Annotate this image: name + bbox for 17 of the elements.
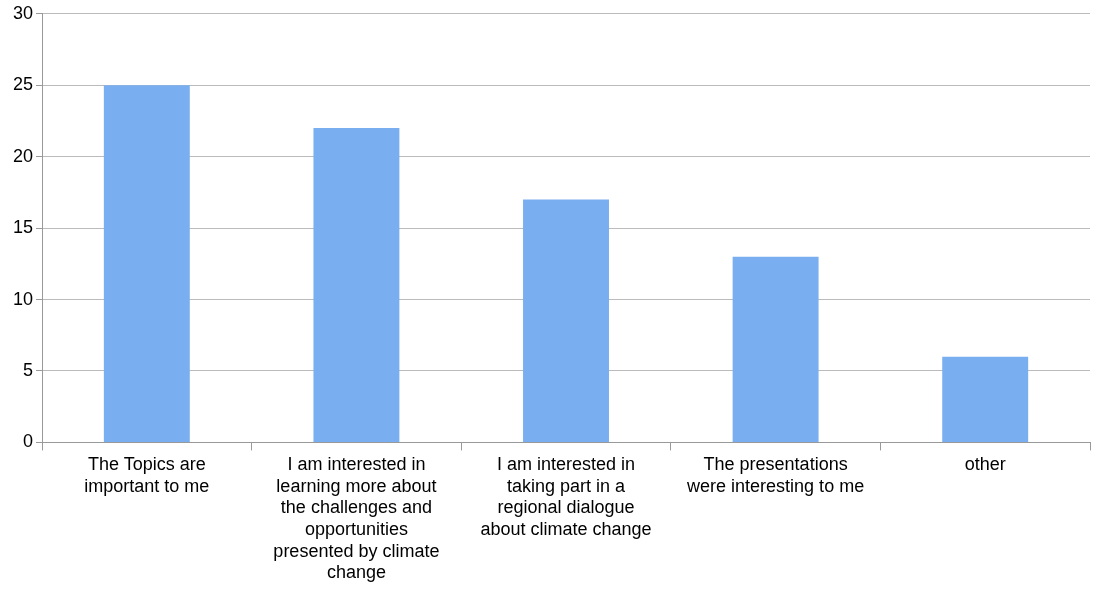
bar	[103, 85, 190, 442]
y-tick-label: 10	[12, 288, 34, 309]
y-tick-label: 0	[23, 431, 34, 452]
y-tick-label: 5	[23, 359, 34, 380]
x-tick-label: other	[964, 454, 1006, 475]
bar	[732, 256, 819, 442]
y-tick-label: 25	[12, 74, 34, 95]
x-tick-label: I am interested in taking part in a regional dialogue about climate change	[480, 454, 652, 539]
x-tick-label: I am interested in learning more about the challenges and opportunities presented by climate change	[273, 454, 440, 583]
y-tick-label: 30	[12, 2, 34, 23]
bar	[523, 199, 609, 442]
bar	[942, 356, 1029, 442]
x-tick-label: The Topics are important to me	[84, 454, 210, 496]
y-tick-label: 15	[12, 217, 34, 238]
x-tick-label: The presentations were interesting to me	[686, 454, 865, 496]
bar	[313, 128, 400, 442]
y-tick-label: 20	[12, 145, 34, 166]
